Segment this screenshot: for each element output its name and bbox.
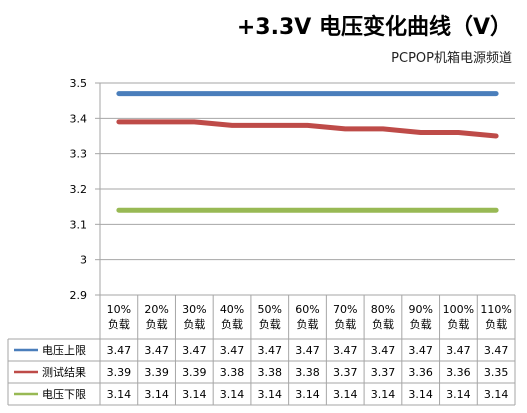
x-category-label: 40% [220, 303, 244, 316]
x-category-label: 负载 [372, 317, 394, 331]
data-label: 3.14 [333, 388, 358, 401]
y-tick-label: 3.1 [70, 218, 88, 231]
x-category-label: 20% [144, 303, 168, 316]
data-label: 3.14 [220, 388, 245, 401]
x-category-label: 10% [107, 303, 131, 316]
x-category-label: 100% [443, 303, 474, 316]
data-label: 3.47 [182, 344, 207, 357]
data-label: 3.47 [144, 344, 169, 357]
data-label: 3.14 [446, 388, 471, 401]
data-label: 3.38 [220, 366, 245, 379]
chart-title: +3.3V 电压变化曲线（V） [237, 14, 512, 40]
gridlines [95, 82, 515, 296]
data-label: 3.37 [333, 366, 358, 379]
chart-subtitle: PCPOP机箱电源频道 [391, 50, 512, 66]
x-category-label: 负载 [410, 317, 432, 331]
data-label: 3.14 [107, 388, 132, 401]
data-label: 3.14 [258, 388, 283, 401]
data-label: 3.35 [484, 366, 509, 379]
data-label: 3.47 [408, 344, 433, 357]
y-tick-label: 3.3 [70, 148, 88, 161]
x-category-label: 50% [258, 303, 282, 316]
series-line [116, 119, 499, 139]
series-lines [116, 91, 499, 213]
x-category-label: 80% [371, 303, 395, 316]
x-category-label: 负载 [108, 317, 130, 331]
y-tick-label: 3.4 [70, 112, 88, 125]
x-category-label: 负载 [146, 317, 168, 331]
x-category-label: 负载 [259, 317, 281, 331]
data-label: 3.47 [258, 344, 283, 357]
data-label: 3.38 [295, 366, 320, 379]
data-label: 3.47 [446, 344, 471, 357]
data-label: 3.47 [333, 344, 358, 357]
data-label: 3.47 [484, 344, 509, 357]
legend-label: 电压上限 [42, 344, 86, 357]
data-label: 3.38 [258, 366, 283, 379]
legend-label: 测试结果 [42, 366, 86, 379]
legend-label: 电压下限 [42, 388, 86, 401]
data-table: 10%负载20%负载30%负载40%负载50%负载60%负载70%负载80%负载… [7, 294, 516, 406]
x-category-label: 负载 [485, 317, 507, 331]
x-category-label: 负载 [183, 317, 205, 331]
y-tick-label: 3.2 [70, 183, 88, 196]
x-category-label: 110% [480, 303, 511, 316]
x-category-label: 负载 [447, 317, 469, 331]
data-label: 3.36 [446, 366, 471, 379]
data-label: 3.47 [295, 344, 320, 357]
data-label: 3.14 [484, 388, 509, 401]
x-category-label: 负载 [221, 317, 243, 331]
x-category-label: 30% [182, 303, 206, 316]
data-label: 3.37 [371, 366, 396, 379]
data-label: 3.39 [182, 366, 207, 379]
data-label: 3.14 [295, 388, 320, 401]
data-label: 3.47 [107, 344, 132, 357]
y-tick-label: 2.9 [70, 289, 88, 302]
data-label: 3.14 [371, 388, 396, 401]
data-label: 3.47 [371, 344, 396, 357]
x-category-label: 90% [408, 303, 432, 316]
x-category-label: 负载 [334, 317, 356, 331]
data-label: 3.14 [182, 388, 207, 401]
data-label: 3.39 [144, 366, 169, 379]
data-label: 3.14 [408, 388, 433, 401]
x-category-label: 70% [333, 303, 357, 316]
y-axis-ticks: 3.5 3.4 3.3 3.2 3.1 3 2.9 [70, 77, 88, 302]
x-category-label: 60% [295, 303, 319, 316]
data-label: 3.14 [144, 388, 169, 401]
y-tick-label: 3.5 [70, 77, 88, 90]
x-category-label: 负载 [297, 317, 319, 331]
data-label: 3.47 [220, 344, 245, 357]
data-label: 3.36 [408, 366, 433, 379]
data-label: 3.39 [107, 366, 132, 379]
y-tick-label: 3 [80, 254, 87, 267]
